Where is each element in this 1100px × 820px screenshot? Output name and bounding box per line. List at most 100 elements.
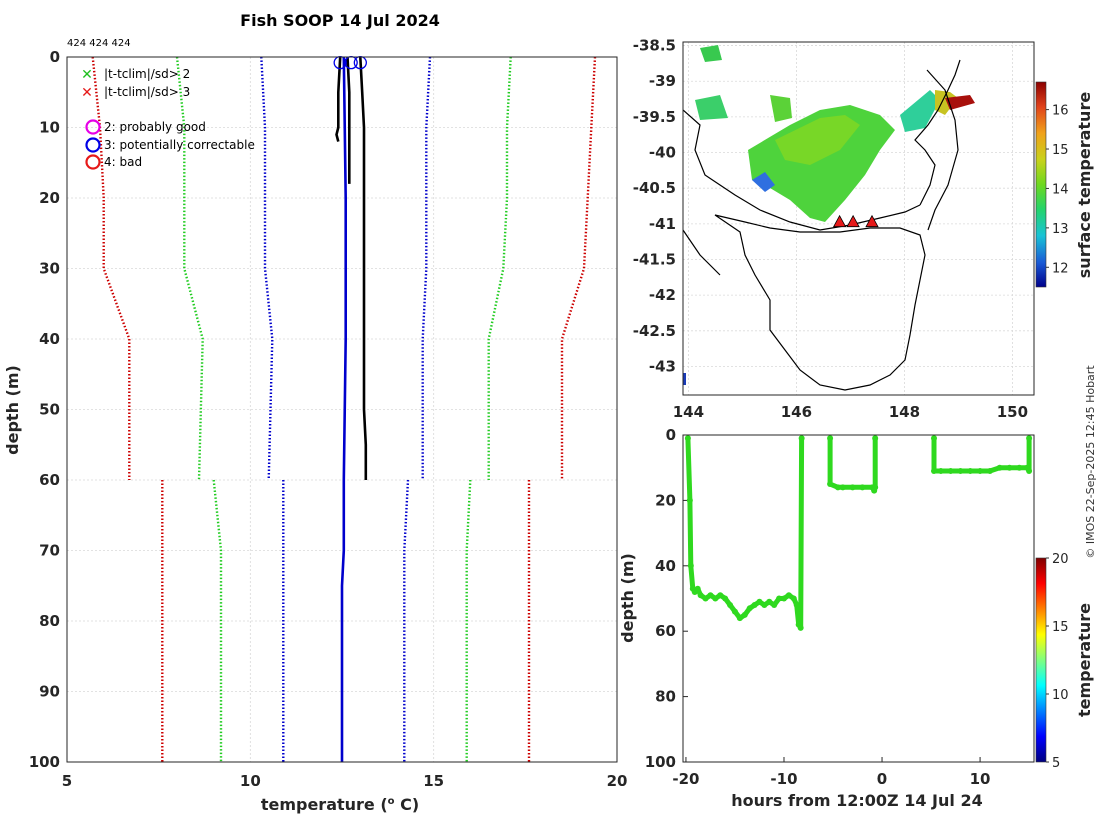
- profile-series-line: [260, 57, 274, 481]
- sst-patch-edge: [683, 373, 686, 385]
- legend-label-flag2: 2: probably good: [104, 120, 206, 134]
- profile-xtick-label: 10: [240, 772, 261, 790]
- sst-colorbar-label: surface temperature: [1075, 92, 1094, 279]
- profile-panel: Fish SOOP 14 Jul 2024 424 424 424 5 10 15 2…: [3, 11, 627, 814]
- map-ytick-label: -41.5: [633, 251, 676, 269]
- track-point: [766, 598, 773, 605]
- track-point: [702, 595, 709, 602]
- track-ytick-label: 100: [645, 753, 676, 771]
- sst-colorbar-tick-label: 12: [1052, 261, 1069, 276]
- map-ytick-label: -40.5: [633, 179, 676, 197]
- track-point: [977, 467, 984, 474]
- legend-marker-circle-magenta: [85, 119, 101, 135]
- track-point: [722, 595, 729, 602]
- track-point: [771, 602, 778, 609]
- track-point: [697, 592, 704, 599]
- sst-colorbar-tick-label: 15: [1052, 143, 1069, 158]
- map-content: [683, 45, 975, 391]
- track-point: [849, 484, 856, 491]
- track-point: [827, 481, 834, 488]
- track-point: [1026, 435, 1033, 442]
- map-ytick-label: -39: [649, 72, 676, 90]
- track-point: [827, 435, 834, 442]
- track-point: [1006, 464, 1013, 471]
- map-xtick-label: 150: [997, 403, 1028, 421]
- victoria-coast-east: [914, 59, 961, 206]
- profile-ylabel: depth (m): [3, 365, 22, 455]
- profile-series-line: [340, 57, 348, 762]
- track-xlabel: hours from 12:00Z 14 Jul 24: [731, 791, 982, 810]
- track-point: [790, 595, 797, 602]
- profile-ytick-label: 60: [39, 471, 60, 489]
- sst-colorbar-ticks: 12 13 14 15 16: [1046, 104, 1069, 276]
- track-point: [1026, 467, 1033, 474]
- temp-colorbar-label: temperature: [1075, 603, 1094, 717]
- profile-ytick-label: 100: [29, 753, 60, 771]
- track-point: [834, 484, 841, 491]
- track-point: [872, 484, 879, 491]
- legend-marker-circle-blue: [85, 137, 101, 153]
- profile-series-line: [335, 57, 342, 142]
- track-point: [686, 497, 693, 504]
- temp-colorbar-tick-label: 5: [1052, 756, 1060, 771]
- track-point: [930, 435, 937, 442]
- sst-patch-main: [748, 105, 895, 222]
- track-point: [727, 602, 734, 609]
- track-ytick-label: 60: [655, 622, 676, 640]
- track-point: [687, 562, 694, 569]
- track-point: [712, 595, 719, 602]
- track-xtick-label: -10: [770, 770, 797, 788]
- profile-ytick-label: 40: [39, 330, 60, 348]
- track-point: [859, 484, 866, 491]
- temp-colorbar-tick-label: 20: [1052, 552, 1069, 567]
- map-frame: [682, 41, 1035, 396]
- track-series: [684, 435, 1033, 631]
- track-point: [937, 467, 944, 474]
- legend-marker-x-green: ✕: [81, 67, 93, 83]
- profile-series-line: [487, 57, 512, 480]
- sst-field: [683, 45, 975, 385]
- track-ytick-label: 40: [655, 557, 676, 575]
- sst-patch-hot: [945, 95, 975, 110]
- profile-frame: [66, 56, 618, 763]
- map-xtick-label: 146: [781, 403, 812, 421]
- track-point: [967, 467, 974, 474]
- track-point: [684, 435, 691, 442]
- profile-ytick-label: 20: [39, 189, 60, 207]
- track-point: [751, 602, 758, 609]
- ship-position-marker: [832, 214, 847, 228]
- map-ticks: 144 146 148 150 -38.5 -39 -39.5 -40 -40.5 -41 -41.…: [633, 37, 1028, 421]
- track-point: [776, 595, 783, 602]
- sst-patch-strait-warm: [935, 90, 958, 115]
- profile-series: [91, 57, 597, 762]
- legend-label-flag4: 4: bad: [104, 155, 142, 169]
- ship-position-marker: [846, 214, 860, 228]
- legend-label-tclim2: |t-tclim|/sd> 2: [104, 67, 190, 81]
- track-point: [736, 615, 743, 622]
- temp-colorbar-tick-label: 10: [1052, 688, 1069, 703]
- track-point: [798, 435, 805, 442]
- map-ytick-label: -39.5: [633, 108, 676, 126]
- sst-patch-west: [695, 95, 728, 120]
- profile-ytick-label: 50: [39, 401, 60, 419]
- track-point: [872, 435, 879, 442]
- track-ytick-label: 20: [655, 491, 676, 509]
- profile-series-line: [359, 57, 368, 480]
- legend-label-flag3: 3: potentially correctable: [104, 138, 255, 152]
- legend-marker-x-red: ✕: [81, 85, 93, 101]
- map-ytick-label: -42: [649, 286, 676, 304]
- sst-patch-warm: [775, 115, 860, 165]
- track-point: [1016, 464, 1023, 471]
- profile-xtick-label: 20: [607, 772, 628, 790]
- map-xtick-label: 148: [889, 403, 920, 421]
- track-point: [930, 467, 937, 474]
- credit-text: © IMOS 22-Sep-2025 12:45 Hobart: [1084, 365, 1097, 559]
- track-point: [707, 592, 714, 599]
- track-point: [839, 484, 846, 491]
- profile-ytick-label: 90: [39, 683, 60, 701]
- track-point: [761, 602, 768, 609]
- kangaroo-coast: [683, 229, 721, 276]
- profile-series-line: [212, 479, 223, 762]
